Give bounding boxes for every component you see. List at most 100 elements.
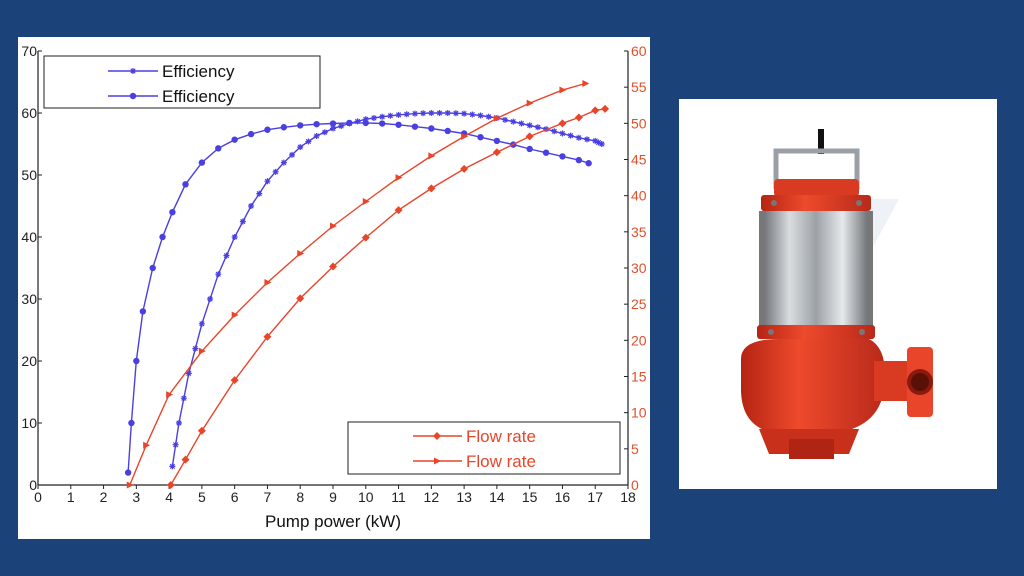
x-tick-label: 8 bbox=[296, 489, 304, 505]
data-point bbox=[526, 99, 534, 107]
data-point bbox=[485, 113, 492, 120]
data-point bbox=[433, 432, 441, 440]
data-point bbox=[330, 222, 337, 230]
data-point bbox=[427, 184, 436, 193]
data-point bbox=[280, 159, 287, 166]
data-point bbox=[502, 116, 509, 123]
y-left-tick-label: 0 bbox=[29, 477, 37, 493]
data-point bbox=[394, 206, 403, 215]
x-tick-label: 7 bbox=[264, 489, 272, 505]
data-point bbox=[584, 136, 591, 143]
data-point bbox=[180, 395, 187, 402]
data-point bbox=[469, 111, 476, 118]
data-point bbox=[585, 160, 592, 167]
data-point bbox=[248, 203, 255, 209]
legend-efficiency-label: Efficiency bbox=[162, 62, 235, 81]
y-right-tick-label: 50 bbox=[631, 115, 647, 131]
y-right-tick-label: 45 bbox=[631, 152, 647, 168]
data-point bbox=[264, 178, 271, 185]
data-point bbox=[452, 110, 459, 117]
data-point bbox=[559, 86, 567, 94]
submersible-pump-illustration bbox=[741, 129, 933, 459]
data-point bbox=[518, 120, 525, 127]
data-point bbox=[198, 320, 205, 327]
data-point bbox=[444, 110, 451, 116]
data-point bbox=[223, 252, 230, 259]
data-point bbox=[434, 457, 441, 465]
data-point bbox=[395, 121, 402, 128]
x-tick-label: 10 bbox=[358, 489, 374, 505]
y-right-tick-label: 30 bbox=[631, 260, 647, 276]
y-right-tick-label: 0 bbox=[631, 477, 639, 493]
data-point bbox=[525, 132, 534, 141]
y-left-tick-label: 30 bbox=[21, 291, 37, 307]
data-point bbox=[346, 119, 353, 127]
y-right-tick-label: 25 bbox=[631, 296, 647, 312]
x-tick-label: 13 bbox=[456, 489, 472, 505]
x-tick-label: 4 bbox=[165, 489, 173, 505]
y-left-tick-label: 50 bbox=[21, 167, 37, 183]
y-left-tick-label: 10 bbox=[21, 415, 37, 431]
data-point bbox=[130, 68, 136, 74]
series-line-1 bbox=[127, 122, 589, 473]
series-line-3 bbox=[129, 82, 586, 486]
data-point bbox=[526, 145, 533, 153]
y-right-tick-label: 5 bbox=[631, 441, 639, 457]
data-point bbox=[321, 129, 328, 136]
data-point bbox=[477, 112, 484, 119]
data-point bbox=[297, 144, 304, 151]
legend-efficiency-label: Efficiency bbox=[162, 87, 235, 106]
data-point bbox=[592, 137, 599, 144]
data-point bbox=[526, 122, 533, 129]
y-right-tick-label: 20 bbox=[631, 332, 647, 348]
data-point bbox=[598, 141, 605, 147]
y-left-tick-label: 60 bbox=[21, 105, 37, 121]
data-point bbox=[395, 111, 402, 118]
data-point bbox=[169, 463, 176, 470]
data-point bbox=[297, 122, 304, 129]
data-point bbox=[296, 294, 305, 303]
data-point bbox=[461, 132, 469, 140]
series-line-0 bbox=[171, 112, 603, 467]
y-right-tick-label: 15 bbox=[631, 369, 647, 385]
data-point bbox=[329, 120, 337, 127]
pump-image-panel bbox=[679, 99, 997, 489]
y-right-tick-label: 35 bbox=[631, 224, 647, 240]
data-point bbox=[493, 114, 501, 122]
x-tick-label: 11 bbox=[391, 489, 406, 505]
y-left-tick-label: 70 bbox=[21, 43, 37, 59]
data-point bbox=[461, 110, 468, 117]
data-point bbox=[175, 420, 182, 426]
data-point bbox=[493, 137, 501, 145]
data-point bbox=[559, 153, 566, 160]
data-point bbox=[559, 130, 566, 137]
data-point bbox=[403, 111, 410, 118]
data-point bbox=[338, 123, 345, 130]
data-point bbox=[264, 278, 272, 286]
data-point bbox=[280, 124, 288, 131]
data-point bbox=[595, 139, 602, 146]
data-point bbox=[492, 148, 501, 157]
x-tick-label: 5 bbox=[198, 489, 206, 505]
data-point bbox=[181, 455, 190, 464]
x-tick-label: 12 bbox=[424, 489, 440, 505]
data-point bbox=[247, 130, 255, 138]
data-point bbox=[198, 159, 206, 166]
data-point bbox=[129, 92, 137, 100]
x-tick-label: 14 bbox=[489, 489, 505, 505]
data-point bbox=[231, 136, 238, 143]
data-point bbox=[379, 113, 386, 120]
data-point bbox=[387, 112, 394, 119]
data-point bbox=[126, 481, 134, 489]
legend-efficiency-box bbox=[43, 55, 321, 109]
data-point bbox=[444, 127, 451, 135]
data-point bbox=[272, 168, 279, 175]
data-point bbox=[601, 104, 610, 113]
y-right-tick-label: 10 bbox=[631, 405, 647, 421]
x-tick-label: 15 bbox=[522, 489, 538, 505]
x-tick-label: 18 bbox=[620, 489, 636, 505]
data-point bbox=[428, 125, 435, 132]
y-right-tick-label: 60 bbox=[631, 43, 647, 59]
data-point bbox=[362, 116, 369, 123]
data-point bbox=[542, 149, 550, 156]
